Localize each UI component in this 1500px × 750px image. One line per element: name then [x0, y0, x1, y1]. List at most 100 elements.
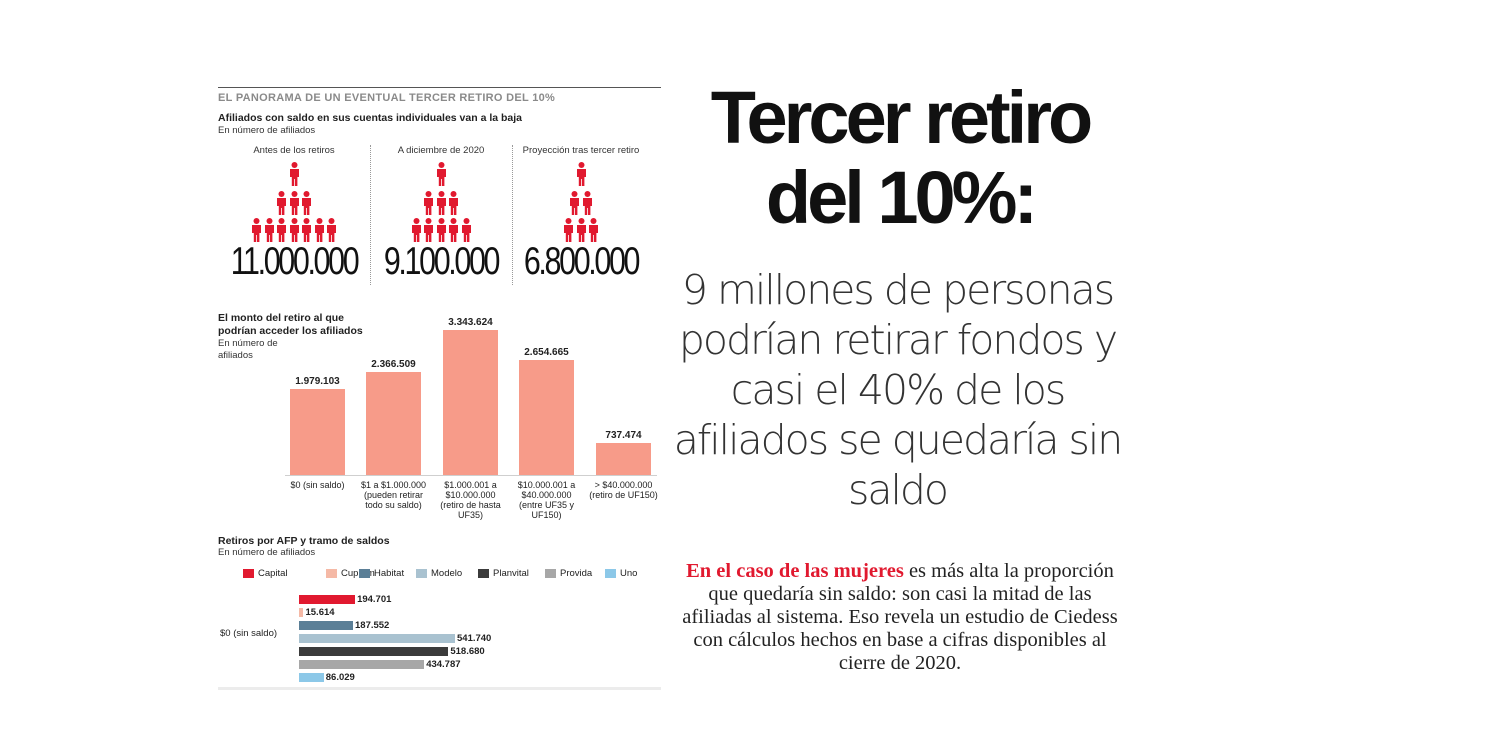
hbar	[299, 660, 425, 669]
person-icon	[264, 218, 275, 242]
body-lead: En el caso de las mujeres	[686, 560, 904, 582]
person-icon	[436, 218, 447, 242]
hbar	[299, 595, 356, 604]
hbar-value-label: 187.552	[355, 620, 390, 631]
person-icon	[436, 162, 447, 186]
legend-label: Uno	[620, 568, 638, 579]
legend-label: Modelo	[431, 568, 463, 579]
person-icon	[251, 218, 262, 242]
hbar-value-label: 194.701	[357, 594, 392, 605]
person-icon	[569, 191, 580, 215]
person-icon	[326, 218, 337, 242]
headline: Tercer retiro del 10%:	[685, 78, 1115, 238]
person-icon	[563, 218, 574, 242]
panel-caption: A diciembre de 2020	[397, 145, 485, 156]
section1-subtitle: En número de afiliados	[218, 125, 316, 136]
legend-item: Cuprum	[326, 568, 375, 579]
legend-label: Provida	[560, 568, 593, 579]
legend-swatch	[545, 569, 556, 578]
hbar	[299, 634, 455, 643]
section2-subtitle-line2: afiliados	[218, 350, 253, 361]
person-icon	[289, 191, 300, 215]
section2-title-line2: podrían acceder los afiliados	[218, 325, 363, 337]
legend-item: Capital	[243, 568, 288, 579]
person-icon	[289, 218, 300, 242]
hbar	[299, 647, 449, 656]
section1-title: Afiliados con saldo en sus cuentas indiv…	[218, 112, 523, 124]
headline-line2: del 10%:	[765, 156, 1038, 239]
bar	[366, 372, 421, 475]
top-rule	[218, 87, 661, 88]
person-icon	[423, 191, 434, 215]
bar	[443, 330, 498, 475]
legend-item: Habitat	[359, 568, 404, 579]
legend-item: Uno	[605, 568, 637, 579]
chart-baseline	[285, 475, 657, 476]
section3-subtitle: En número de afiliados	[218, 547, 316, 558]
hbar-value-label: 15.614	[305, 607, 335, 618]
bar-category-label: $1 a $1.000.000 (pueden retirar todo su …	[360, 480, 427, 510]
person-icon	[314, 218, 325, 242]
bar-category-label: $10.000.001 a $40.000.000 (entre UF35 y …	[517, 480, 576, 520]
person-icon	[576, 162, 587, 186]
bottom-band	[218, 687, 661, 690]
person-icon	[411, 218, 422, 242]
hbar-value-label: 86.029	[325, 672, 355, 683]
section3-title: Retiros por AFP y tramo de saldos	[218, 535, 390, 547]
section2-subtitle-line1: En número de	[218, 338, 278, 349]
legend-swatch	[478, 569, 489, 578]
hbar-category-label: $0 (sin saldo)	[220, 628, 278, 639]
affiliates-count: 6.800.000	[523, 240, 641, 283]
legend-swatch	[243, 569, 254, 578]
legend-swatch	[605, 569, 616, 578]
infographic: EL PANORAMA DE UN EVENTUAL TERCER RETIRO…	[0, 0, 680, 750]
person-icon	[301, 218, 312, 242]
person-icon	[461, 218, 472, 242]
panel-divider	[512, 145, 513, 285]
person-icon	[289, 162, 300, 186]
subheadline: 9 millones de personas podrían retirar f…	[673, 266, 1124, 514]
bar-value-label: 737.474	[605, 430, 642, 442]
bar-value-label: 2.366.509	[371, 359, 416, 371]
hbar	[299, 608, 304, 617]
person-icon	[448, 191, 459, 215]
hbar-value-label: 541.740	[457, 633, 492, 644]
bar-value-label: 2.654.665	[524, 346, 569, 358]
section2-title-line1: El monto del retiro al que	[218, 312, 345, 324]
person-icon	[588, 218, 599, 242]
bar	[596, 443, 651, 475]
hbar	[299, 621, 353, 630]
person-icon	[276, 191, 287, 215]
person-icon	[276, 218, 287, 242]
panel-divider	[370, 145, 371, 285]
bar-value-label: 1.979.103	[295, 376, 340, 388]
person-icon	[423, 218, 434, 242]
person-icon	[582, 191, 593, 215]
legend-label: Habitat	[374, 568, 405, 579]
bar-category-label: $1.000.001 a $10.000.000 (retiro de hast…	[440, 480, 501, 520]
affiliates-count: 11.000.000	[230, 240, 360, 283]
legend-label: Cuprum	[341, 568, 375, 579]
legend-item: Modelo	[416, 568, 462, 579]
body-rest: es más alta la proporción que quedaría s…	[682, 560, 1118, 674]
legend-item: Provida	[545, 568, 592, 579]
legend-swatch	[359, 569, 370, 578]
body-paragraph: En el caso de las mujeres es más alta la…	[680, 560, 1120, 675]
hbar-value-label: 434.787	[426, 659, 461, 670]
person-icon	[301, 191, 312, 215]
legend-swatch	[326, 569, 337, 578]
legend-label: Planvital	[493, 568, 529, 579]
headline-line1: Tercer retiro	[710, 76, 1094, 159]
hbar	[299, 673, 324, 682]
bar-category-label: $0 (sin saldo)	[290, 480, 345, 490]
legend-label: Capital	[258, 568, 288, 579]
legend-swatch	[416, 569, 427, 578]
affiliates-count: 9.100.000	[383, 240, 501, 283]
panel-caption: Antes de los retiros	[253, 145, 335, 156]
hbar-value-label: 518.680	[450, 646, 485, 657]
legend-item: Planvital	[478, 568, 529, 579]
bar	[519, 359, 574, 475]
infographic-kicker: EL PANORAMA DE UN EVENTUAL TERCER RETIRO…	[218, 92, 556, 104]
bar	[290, 389, 345, 475]
bar-value-label: 3.343.624	[448, 317, 493, 328]
